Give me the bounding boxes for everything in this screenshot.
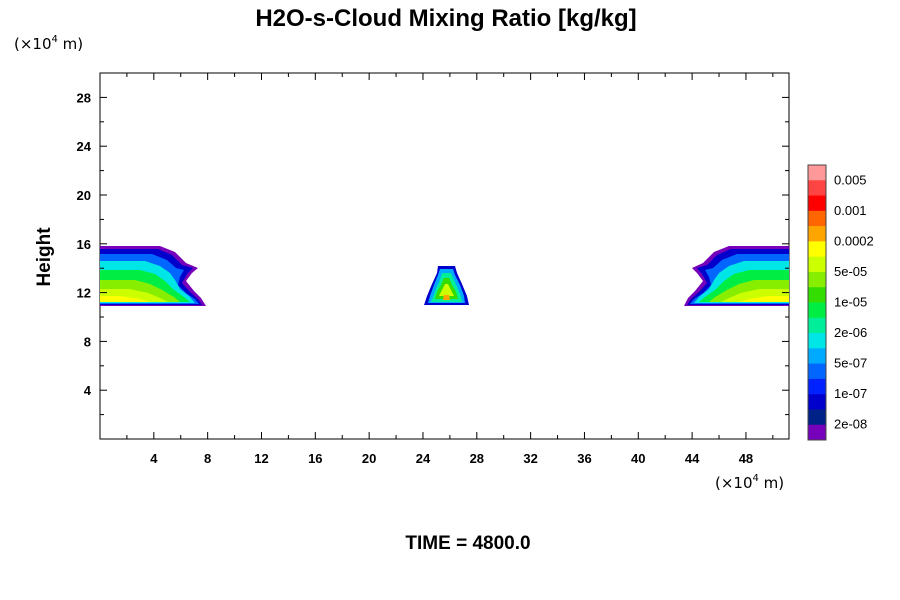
y-tick-label: 12 — [77, 286, 91, 301]
x-axis-unit: (×104 m) — [715, 473, 784, 492]
y-tick-label: 28 — [77, 90, 91, 105]
y-tick-label: 4 — [84, 383, 92, 398]
colorbar-tick-label: 0.0002 — [834, 233, 874, 248]
x-unit-prefix: (×10 — [715, 474, 753, 492]
cloud-region-left — [100, 246, 206, 306]
x-tick-label: 40 — [631, 451, 645, 466]
colorbar-tick-label: 2e-08 — [834, 417, 867, 432]
y-axis-unit: (×104 m) — [14, 34, 83, 53]
x-tick-label: 28 — [470, 451, 484, 466]
cloud-region-right — [684, 246, 789, 306]
x-tick-label: 36 — [577, 451, 591, 466]
x-tick-label: 16 — [308, 451, 322, 466]
colorbar-swatch — [808, 287, 826, 303]
colorbar-tick-label: 5e-07 — [834, 356, 867, 371]
y-unit-prefix: (×10 — [14, 35, 52, 53]
colorbar-tick-label: 1e-07 — [834, 386, 867, 401]
cloud-band — [100, 296, 150, 302]
colorbar-swatch — [808, 363, 826, 380]
y-tick-label: 16 — [77, 237, 91, 252]
colorbar-tick-label: 2e-06 — [834, 325, 867, 340]
x-tick-label: 4 — [150, 451, 158, 466]
colorbar-swatch — [808, 226, 826, 242]
colorbar-frame — [807, 164, 827, 441]
colorbar: 0.005 0.001 0.0002 5e-05 1e-05 2e-06 5e-07 1e-0… — [807, 164, 874, 441]
time-label: TIME = 4800.0 — [405, 533, 530, 554]
colorbar-tick-label: 1e-05 — [834, 295, 867, 310]
colorbar-swatch — [808, 271, 826, 288]
x-tick-label: 32 — [523, 451, 537, 466]
x-unit-exponent: 4 — [753, 473, 759, 484]
cloud-band — [443, 295, 450, 300]
x-tick-label: 24 — [416, 451, 431, 466]
colorbar-tick-label: 0.005 — [834, 172, 867, 187]
y-axis-label: Height — [34, 227, 55, 287]
colorbar-swatch — [808, 180, 826, 197]
colorbar-swatch — [808, 165, 826, 181]
cloud-band — [439, 284, 454, 296]
x-tick-label: 20 — [362, 451, 376, 466]
chart-title: H2O-s-Cloud Mixing Ratio [kg/kg] — [255, 5, 636, 32]
colorbar-swatch — [808, 409, 826, 426]
y-tick-label: 8 — [84, 334, 91, 349]
colorbar-swatch — [808, 424, 826, 441]
y-axis: 4 8 12 16 20 24 28 — [77, 90, 789, 416]
colorbar-swatch — [808, 378, 826, 395]
x-tick-label: 48 — [739, 451, 753, 466]
colorbar-swatch — [808, 210, 826, 227]
colorbar-swatch — [808, 348, 826, 365]
colorbar-swatch — [808, 317, 826, 334]
cloud-region-center — [424, 266, 469, 305]
colorbar-swatch — [808, 302, 826, 319]
svg-text:(×104 m): (×104 m) — [715, 473, 784, 492]
plot-frame — [99, 72, 790, 440]
x-unit-suffix: m) — [759, 474, 784, 492]
y-unit-suffix: m) — [58, 35, 83, 53]
x-axis: 4 8 12 16 20 24 28 32 36 40 44 48 — [126, 73, 774, 466]
x-tick-label: 44 — [685, 451, 700, 466]
cloud-band — [739, 296, 789, 302]
y-unit-exponent: 4 — [52, 34, 58, 45]
colorbar-swatch — [808, 195, 826, 212]
colorbar-swatch — [808, 256, 826, 273]
colorbar-tick-label: 5e-05 — [834, 264, 867, 279]
y-tick-label: 20 — [77, 188, 91, 203]
y-tick-label: 24 — [77, 139, 92, 154]
x-tick-label: 12 — [254, 451, 268, 466]
svg-text:(×104 m): (×104 m) — [14, 34, 83, 53]
colorbar-tick-label: 0.001 — [834, 203, 867, 218]
x-tick-label: 8 — [204, 451, 211, 466]
colorbar-swatch — [808, 241, 826, 258]
colorbar-swatch — [808, 394, 826, 410]
colorbar-swatch — [808, 333, 826, 349]
